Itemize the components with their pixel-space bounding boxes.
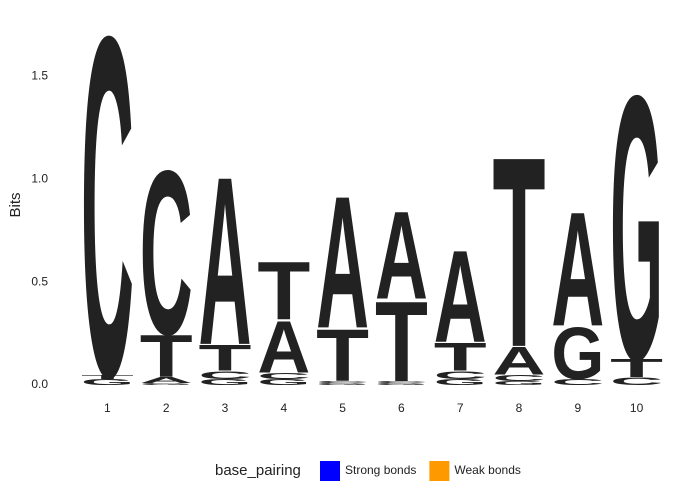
logo-letter: A — [551, 178, 604, 360]
y-tick-label: 1.0 — [31, 171, 48, 185]
y-tick-label: 0.5 — [31, 274, 48, 288]
logo-letter: T — [316, 313, 369, 396]
logo-letter: T — [81, 374, 134, 380]
logo-letter: A — [434, 222, 487, 369]
logo-letter: A — [493, 339, 546, 384]
logo-letter: T — [493, 102, 546, 405]
logo-letter: T — [199, 337, 252, 378]
logo-letter: G — [316, 382, 369, 385]
x-tick-label: 8 — [516, 401, 523, 415]
logo-letter: T — [140, 323, 193, 390]
logo-letter: C — [140, 123, 193, 384]
legend-swatch — [320, 461, 340, 481]
legend-label: Strong bonds — [345, 463, 416, 477]
y-axis-label: Bits — [7, 192, 24, 217]
y-tick-label: 1.5 — [31, 69, 48, 83]
x-tick-label: 1 — [104, 401, 111, 415]
logo-letter: G — [551, 311, 604, 394]
logo-letter: G — [434, 377, 487, 387]
logo-letter: A — [140, 375, 193, 385]
x-tick-label: 3 — [222, 401, 229, 415]
logo-letter: C — [493, 373, 546, 383]
logo-letter: C — [434, 369, 487, 382]
logo-letter: G — [257, 377, 310, 387]
x-tick-label: 9 — [574, 401, 581, 415]
x-tick-label: 10 — [630, 401, 644, 415]
logo-letter: A — [375, 186, 428, 327]
logo-letter: C — [551, 377, 604, 387]
x-tick-label: 7 — [457, 401, 464, 415]
logo-letter: C — [316, 380, 369, 383]
logo-letter: G — [610, 18, 663, 439]
logo-letter: A — [257, 305, 310, 388]
logo-letter: G — [375, 382, 428, 385]
x-tick-label: 2 — [163, 401, 170, 415]
legend-swatch — [429, 461, 450, 481]
legend-title: base_pairing — [215, 462, 301, 479]
logo-letter: A — [316, 156, 369, 367]
logo-letter: G — [199, 377, 252, 387]
legend-label: Weak bonds — [454, 463, 521, 477]
y-tick-label: 0.0 — [31, 377, 48, 391]
logo-letter: C — [199, 369, 252, 382]
logo-letter: G — [493, 380, 546, 386]
logo-letter: T — [434, 335, 487, 380]
logo-letter: C — [610, 375, 663, 388]
x-tick-label: 5 — [339, 401, 346, 415]
logo-letter: C — [257, 371, 310, 381]
logo-letter: C — [81, 0, 134, 479]
x-tick-label: 6 — [398, 401, 405, 415]
logo-letter: A — [199, 127, 252, 395]
logo-letter: T — [375, 278, 428, 406]
logo-letter: G — [81, 377, 134, 387]
logo-letter: G — [140, 382, 193, 385]
logo-letter: T — [257, 245, 310, 337]
logo-letter: T — [610, 354, 663, 383]
logo-letter: C — [375, 380, 428, 383]
x-tick-label: 4 — [280, 401, 287, 415]
